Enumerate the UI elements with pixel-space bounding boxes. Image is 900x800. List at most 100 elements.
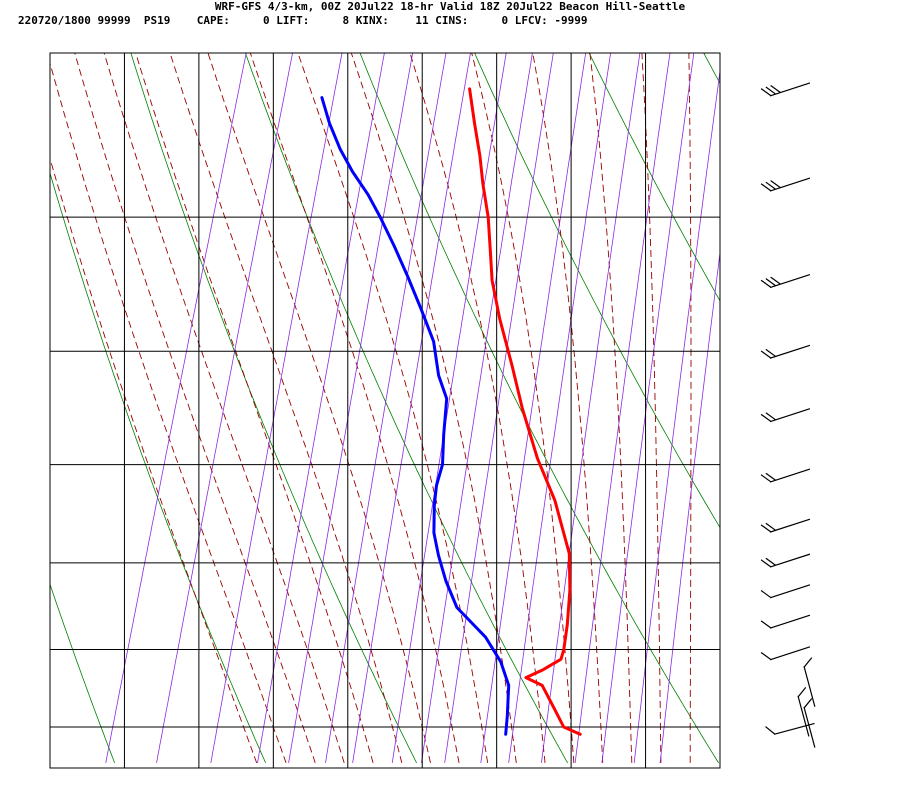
dry-adiabat <box>359 53 719 764</box>
temperature-line <box>468 87 582 736</box>
dry-adiabat <box>474 53 720 529</box>
moist-adiabat <box>169 53 403 764</box>
barb-flag <box>760 559 772 568</box>
moist-adiabat <box>50 61 287 764</box>
sounding-lines <box>320 87 582 736</box>
wind-barbs <box>760 82 816 748</box>
wind-barb <box>760 584 811 599</box>
moist-adiabat <box>207 53 431 764</box>
dry-adiabat <box>50 171 266 764</box>
plot-frame <box>49 52 721 769</box>
moist-adiabat <box>50 156 258 764</box>
barb-flag <box>765 86 776 95</box>
barb-flag <box>765 278 776 287</box>
mixing-ratio-line <box>257 53 385 763</box>
moist-adiabat <box>350 53 517 763</box>
barb-flag <box>760 350 772 359</box>
mixing-ratio-line <box>480 53 587 763</box>
wind-barb <box>760 177 811 192</box>
barb-shaft <box>769 177 811 192</box>
barb-shaft <box>769 408 811 423</box>
moist-adiabat <box>249 53 460 763</box>
wind-barb <box>760 518 811 533</box>
mixing-ratio-line <box>352 53 471 763</box>
barb-flag <box>760 279 772 288</box>
background-lines <box>50 44 900 764</box>
moist-adiabat <box>297 53 489 763</box>
mixing-ratio-line <box>421 53 533 763</box>
wind-barb <box>760 82 811 97</box>
barb-shaft <box>769 82 811 97</box>
dewpoint-line <box>320 96 511 736</box>
sounding-stats: 220720/1800 99999 PS19 CAPE: 0 LIFT: 8 K… <box>18 14 588 27</box>
barb-shaft <box>769 553 811 568</box>
mixing-ratio-line <box>541 53 641 763</box>
barb-flag <box>797 686 807 698</box>
barb-flag <box>760 524 772 533</box>
moist-adiabat <box>103 53 345 764</box>
mixing-ratio-line <box>210 53 343 763</box>
wind-barb <box>803 657 816 707</box>
barb-flag <box>770 276 781 285</box>
moist-adiabat <box>74 53 316 764</box>
barb-shaft <box>769 614 811 629</box>
barb-flag <box>770 180 781 189</box>
barb-flag <box>760 651 772 660</box>
moist-adiabat <box>688 53 692 763</box>
mixing-ratio-line <box>633 68 720 763</box>
mixing-ratio-line <box>288 53 414 763</box>
dry-adiabat <box>50 583 115 764</box>
mixing-ratio-line <box>325 53 447 763</box>
mixing-ratio-line <box>508 53 612 763</box>
wind-barb <box>760 614 811 629</box>
mixing-ratio-line <box>156 53 294 763</box>
barb-shaft <box>797 695 810 737</box>
barb-flag <box>765 726 776 735</box>
barb-flag <box>760 183 772 192</box>
mixing-ratio-line <box>444 53 554 763</box>
wind-barb <box>760 344 811 359</box>
barb-shaft <box>769 518 811 533</box>
wind-barb <box>765 722 815 735</box>
barb-shaft <box>773 722 815 735</box>
barb-shaft <box>769 584 811 599</box>
barb-flag <box>803 698 813 709</box>
dry-adiabat <box>703 53 720 85</box>
chart-title: WRF-GFS 4/3-km, 00Z 20Jul22 18-hr Valid … <box>214 0 686 13</box>
barb-shaft <box>769 646 811 661</box>
barb-shaft <box>769 273 811 289</box>
wind-barb <box>760 408 811 423</box>
dry-adiabat <box>813 44 900 763</box>
mixing-ratio-line <box>659 249 720 763</box>
barb-flag <box>760 413 772 422</box>
barb-flag <box>765 557 776 566</box>
barb-flag <box>760 590 772 599</box>
wind-barb <box>760 468 811 483</box>
barb-flag <box>803 657 813 668</box>
wind-barb <box>803 698 816 748</box>
barb-flag <box>765 412 776 421</box>
dry-adiabat <box>588 53 720 302</box>
barb-flag <box>760 88 772 97</box>
moist-adiabat <box>589 53 633 763</box>
mixing-ratio-line <box>601 53 695 763</box>
wind-barb <box>797 686 810 737</box>
mixing-ratio-line <box>391 53 507 763</box>
barb-flag <box>770 84 781 94</box>
barb-flag <box>760 474 772 483</box>
moist-adiabat <box>641 53 662 763</box>
barb-flag <box>765 181 776 190</box>
barb-flag <box>765 348 776 357</box>
moist-adiabat <box>532 53 604 763</box>
wind-barb <box>760 646 811 661</box>
mixing-ratio-line <box>574 53 671 763</box>
wind-barb <box>760 553 811 568</box>
barb-shaft <box>803 666 816 707</box>
mixing-ratio-line <box>105 53 247 763</box>
barb-shaft <box>769 468 811 483</box>
barb-shaft <box>803 706 816 748</box>
grid-lines <box>50 52 720 768</box>
barb-flag <box>760 620 772 629</box>
barb-flag <box>765 522 776 531</box>
